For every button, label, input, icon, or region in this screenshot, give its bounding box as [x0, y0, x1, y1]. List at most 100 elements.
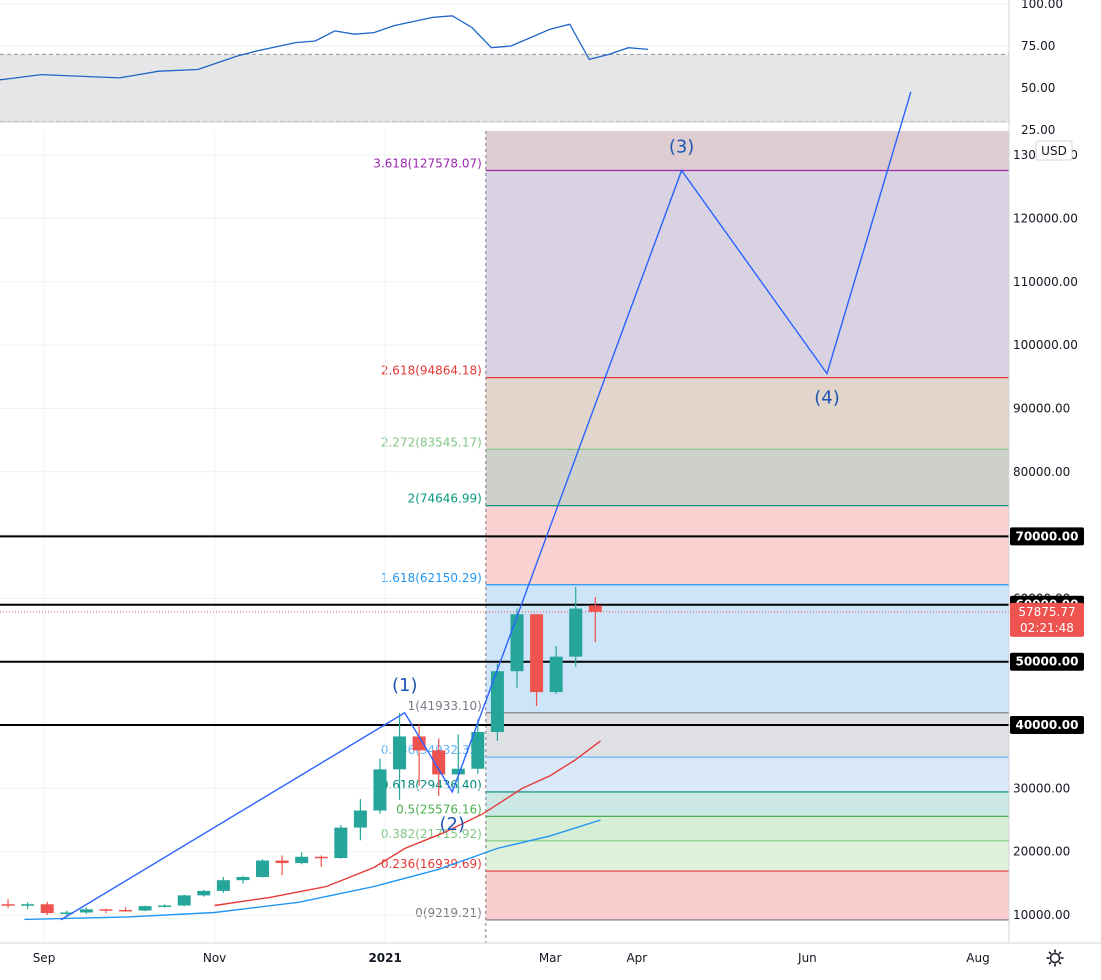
- candle-body: [21, 904, 35, 906]
- candle-body: [334, 827, 348, 859]
- gear-icon-tooth: [1058, 951, 1062, 955]
- candle: [353, 799, 367, 841]
- price-tick-label: 80000.00: [1013, 465, 1070, 479]
- candle: [451, 734, 465, 794]
- candle-body: [314, 856, 328, 859]
- level-badge-label: 40000.00: [1015, 718, 1078, 732]
- time-tick-label: Sep: [33, 951, 56, 965]
- fib-extension[interactable]: 0(9219.21) 0.236(16939.69) 0.382(21715.92)…: [373, 131, 1009, 943]
- candle: [373, 758, 387, 814]
- currency-badge[interactable]: USD: [1035, 140, 1073, 161]
- last-price-countdown: 02:21:48: [1020, 621, 1074, 635]
- fib-zone: [485, 757, 1009, 792]
- candle: [334, 825, 348, 859]
- candle-body: [530, 614, 544, 693]
- wave-label: (1): [392, 675, 418, 696]
- candle-body: [275, 860, 289, 864]
- candle-body: [138, 906, 152, 911]
- candles: [1, 587, 602, 916]
- fib-level-label: 0.236(16939.69): [381, 857, 482, 871]
- fib-zone: [485, 377, 1009, 450]
- oscillator-tick-label: 50.00: [1021, 81, 1055, 95]
- candle-body: [216, 880, 230, 891]
- candle: [197, 889, 211, 897]
- candle: [530, 614, 544, 707]
- candle: [510, 608, 524, 688]
- horizontal-levels[interactable]: [0, 535, 1009, 727]
- price-tick-label: 110000.00: [1013, 275, 1078, 289]
- candle: [295, 852, 309, 865]
- time-tick-label: Jun: [797, 951, 817, 965]
- level-badge-label: 70000.00: [1015, 529, 1078, 543]
- price-scale-bg: [1009, 0, 1101, 976]
- last-price-box: [1010, 602, 1084, 637]
- candle: [216, 877, 230, 893]
- level-badge-box: [1010, 716, 1084, 735]
- price-tick-label: 100000.00: [1013, 338, 1078, 352]
- candle-body: [99, 909, 113, 911]
- currency-label: USD: [1041, 144, 1067, 158]
- fib-level-label: 3.618(127578.07): [373, 156, 482, 170]
- currency-badge-box: [1035, 140, 1073, 161]
- candle: [256, 859, 270, 878]
- oscillator-tick-label: 25.00: [1021, 123, 1055, 137]
- fib-level-label: 0(9219.21): [415, 906, 482, 920]
- candle: [1, 899, 15, 909]
- fib-level-label: 0.786(34932.33): [381, 743, 482, 757]
- candle: [138, 905, 152, 912]
- fib-zone: [485, 871, 1009, 920]
- last-price-value: 57875.77: [1018, 605, 1075, 619]
- oscillator-line: [0, 15, 649, 81]
- candle-body: [588, 605, 602, 612]
- candle-body: [236, 877, 250, 881]
- price-tick-label: 90000.00: [1013, 401, 1070, 415]
- candle-body: [197, 890, 211, 896]
- fib-zone: [485, 791, 1009, 817]
- fib-level-label: 2.272(83545.17): [381, 435, 482, 449]
- candle-body: [256, 860, 270, 878]
- price-tick-label: 120000.00: [1013, 211, 1078, 225]
- candle: [21, 902, 35, 909]
- candle-body: [158, 905, 172, 908]
- time-tick-label: Apr: [626, 951, 647, 965]
- candle: [236, 875, 250, 884]
- moving-averages: [24, 740, 601, 921]
- candle: [471, 719, 485, 774]
- candle-body: [490, 671, 504, 733]
- level-badge-box: [1010, 527, 1084, 546]
- fib-level-label: 0.618(29436.40): [381, 778, 482, 792]
- elliott-wave-path[interactable]: [60, 91, 912, 921]
- fib-level-label: 2.618(94864.18): [381, 364, 482, 378]
- wave-label: (4): [814, 388, 840, 409]
- time-tick-label: Mar: [539, 951, 562, 965]
- candle: [119, 907, 133, 912]
- candle-body: [373, 769, 387, 811]
- price-tick-label: 20000.00: [1013, 845, 1070, 859]
- candle: [569, 587, 583, 667]
- wave-label: (2): [440, 814, 466, 835]
- level-badge-label: 50000.00: [1015, 655, 1078, 669]
- fib-zone: [485, 170, 1009, 378]
- gear-icon-tooth: [1048, 951, 1052, 955]
- fib-zone: [485, 840, 1009, 872]
- candle: [177, 894, 191, 907]
- candle: [40, 901, 54, 915]
- fib-level-label: 0.5(25576.16): [396, 802, 482, 816]
- candle-body: [432, 750, 446, 775]
- candle-body: [510, 614, 524, 672]
- candle-body: [549, 656, 563, 693]
- candle: [275, 855, 289, 876]
- fib-zone-top: [485, 131, 1009, 171]
- oscillator-tick-label: 100.00: [1021, 0, 1063, 11]
- gear-icon[interactable]: [1046, 949, 1064, 967]
- moving-average-line: [24, 819, 601, 921]
- fib-zone: [485, 505, 1009, 585]
- oscillator-pane: 25.00 50.00 75.00 100.00: [0, 0, 1101, 137]
- level-badge: 70000.00: [1010, 527, 1084, 546]
- elliott-wave[interactable]: (1) (2) (3) (4): [60, 91, 912, 921]
- level-badge-box: [1010, 652, 1084, 671]
- candle-body: [177, 895, 191, 906]
